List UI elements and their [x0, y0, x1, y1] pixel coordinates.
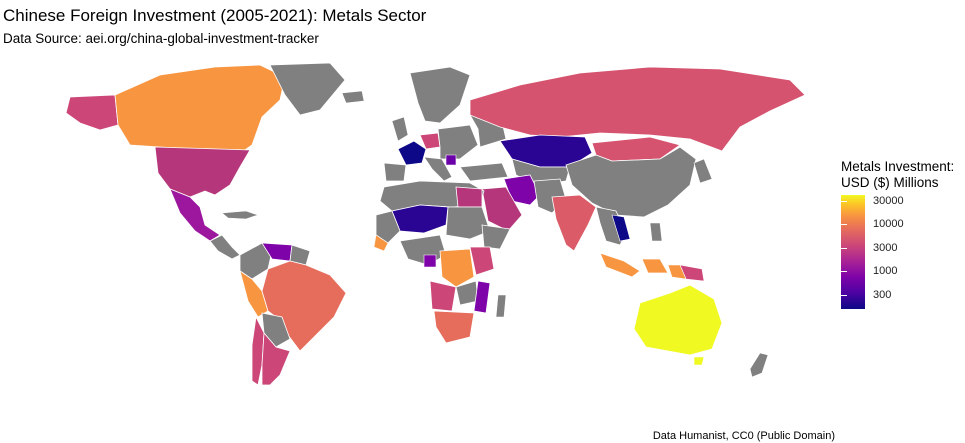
region-mozambique — [473, 280, 491, 314]
region-iceland — [341, 90, 365, 104]
region-canada — [114, 64, 286, 158]
region-dr-congo — [439, 248, 475, 288]
legend-tick-mark — [841, 271, 847, 272]
region-mali-niger — [391, 204, 449, 234]
region-laos-vietnam — [611, 214, 631, 242]
legend-tick-1000: 1000 — [873, 265, 898, 277]
region-italy-balkans — [423, 156, 453, 182]
chart-subtitle: Data Source: aei.org/china-global-invest… — [3, 31, 319, 46]
region-serbia — [445, 154, 457, 166]
region-arabia — [481, 186, 523, 232]
region-usa — [154, 146, 251, 198]
region-guinea — [373, 234, 389, 252]
region-madagascar — [495, 294, 507, 318]
chart-title: Chinese Foreign Investment (2005-2021): … — [3, 6, 427, 25]
region-india — [551, 194, 597, 252]
region-south-africa — [433, 310, 475, 344]
region-new-zealand — [749, 352, 769, 378]
region-egypt — [455, 186, 483, 208]
region-central-africa — [399, 234, 447, 266]
region-east-africa — [469, 246, 495, 276]
caption-credit: Data Humanist, CC0 (Public Domain) — [652, 430, 835, 442]
legend-tick-300: 300 — [873, 289, 892, 301]
region-central-europe — [437, 124, 479, 160]
region-argentina — [261, 331, 291, 385]
region-russia — [469, 66, 806, 152]
region-iberia — [383, 162, 407, 182]
region-korea-japan — [693, 158, 713, 184]
region-australia — [633, 284, 723, 356]
region-new-guinea-west — [667, 264, 687, 280]
legend-colorbar — [841, 195, 865, 309]
legend-tick-30000: 30000 — [873, 195, 904, 207]
region-turkey — [459, 162, 509, 182]
region-greenland — [269, 62, 346, 116]
legend-tick-10000: 10000 — [873, 218, 904, 230]
region-tasmania — [693, 356, 705, 366]
region-horn-of-africa — [481, 224, 511, 250]
color-legend: Metals Investment: USD ($) Millions 3000… — [841, 159, 963, 310]
legend-tick-mark — [841, 201, 847, 202]
world-map — [0, 55, 830, 385]
region-scandinavia — [409, 66, 471, 124]
legend-tick-mark — [841, 295, 847, 296]
region-alaska — [65, 94, 119, 131]
region-brazil — [261, 260, 347, 352]
region-mexico — [169, 188, 221, 242]
region-china — [565, 146, 697, 218]
legend-title-line1: Metals Investment: — [841, 159, 955, 174]
legend-tick-mark — [841, 224, 847, 225]
region-gabon — [423, 254, 437, 268]
region-sudan-chad — [445, 206, 491, 240]
legend-tick-3000: 3000 — [873, 242, 898, 254]
region-indonesia — [599, 252, 669, 278]
region-france — [397, 140, 427, 166]
legend-tick-mark — [841, 248, 847, 249]
region-philippines — [649, 222, 663, 242]
legend-colorbar-area: 30000 10000 3000 1000 300 — [841, 195, 963, 310]
region-central-america — [209, 234, 241, 260]
region-west-africa — [375, 210, 401, 244]
region-uk — [391, 116, 409, 142]
region-caribbean — [221, 210, 259, 220]
legend-title-line2: USD ($) Millions — [841, 175, 939, 190]
region-angola — [429, 280, 457, 312]
